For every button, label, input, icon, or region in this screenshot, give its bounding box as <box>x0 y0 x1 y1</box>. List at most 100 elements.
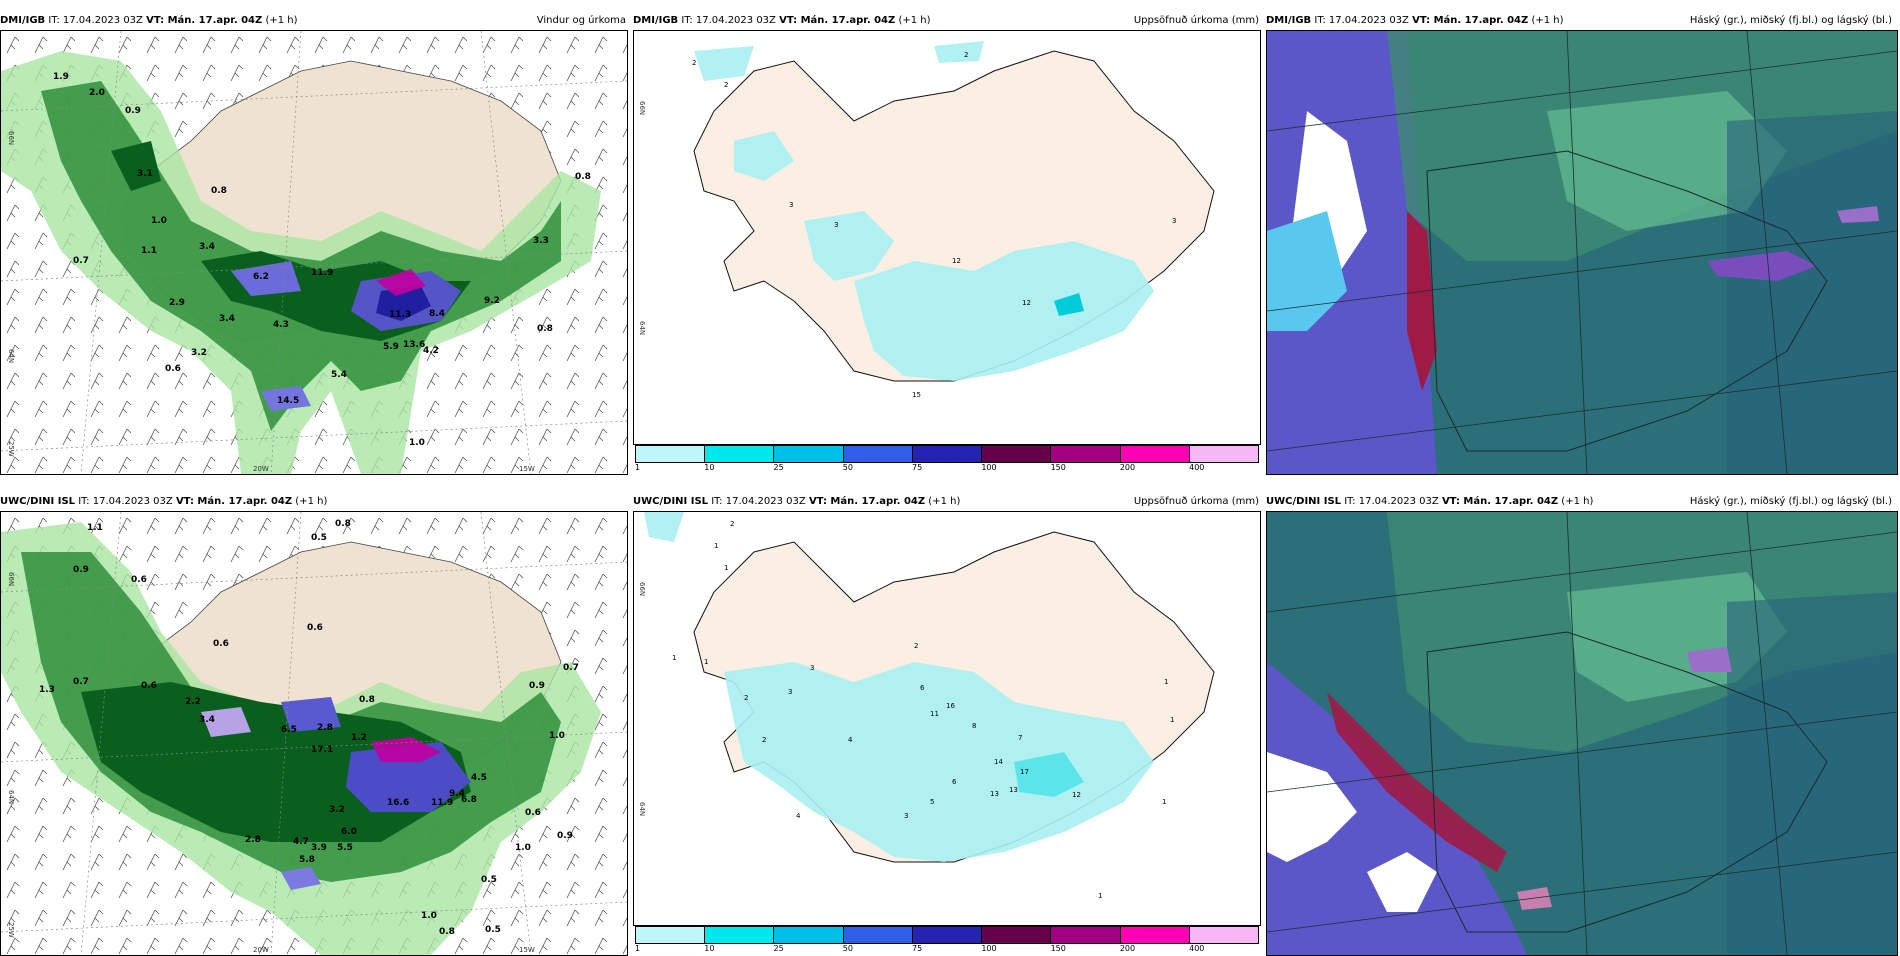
wind-label: 2.8 <box>245 835 261 845</box>
colorbar-segment <box>1051 446 1121 462</box>
colorbar-ticks: 1 10 25 50 75 100 150 200 400 <box>635 944 1259 956</box>
panel-dmi-cloud: DMI/IGB IT: 17.04.2023 03Z VT: Mán. 17.a… <box>1266 12 1898 475</box>
wind-label: 6.0 <box>341 827 357 837</box>
panel-header: DMI/IGB IT: 17.04.2023 03Z VT: Mán. 17.a… <box>0 12 628 30</box>
colorbar-segment <box>1189 927 1258 943</box>
colorbar-tick: 200 <box>1119 944 1136 953</box>
cloud-map[interactable] <box>1266 511 1898 956</box>
wind-label: 0.7 <box>73 677 89 687</box>
svg-text:64N: 64N <box>7 349 15 363</box>
wind-label: 8.4 <box>429 309 445 319</box>
precip-label: 1 <box>704 658 708 666</box>
precip-label: 2 <box>914 642 918 650</box>
colorbar-tick: 100 <box>981 944 997 953</box>
colorbar-segment <box>774 446 844 462</box>
colorbar-tick: 1 <box>635 944 641 953</box>
colorbar-segment <box>774 927 844 943</box>
wind-label: 2.0 <box>89 88 105 98</box>
colorbar-segment <box>1120 927 1190 943</box>
wind-label: 0.7 <box>73 256 89 266</box>
colorbar-tick: 50 <box>842 944 853 953</box>
wind-label: 11.9 <box>311 268 333 278</box>
panel-title: Uppsöfnuð úrkoma (mm) <box>1133 15 1259 26</box>
wind-label: 0.8 <box>335 519 351 529</box>
precip-label: 6 <box>952 778 957 786</box>
wind-label: 0.5 <box>311 533 327 543</box>
wind-label: 1.0 <box>421 911 437 921</box>
wind-label: 1.9 <box>53 72 69 82</box>
colorbar-tick: 25 <box>773 463 784 472</box>
cloud-map-svg <box>1267 31 1897 474</box>
wind-label: 0.6 <box>213 639 229 649</box>
wind-label: 3.1 <box>137 169 153 179</box>
precip-label: 14 <box>994 758 1003 766</box>
svg-text:25W: 25W <box>7 922 15 938</box>
wind-label: 3.2 <box>329 805 345 815</box>
precip-label: 1 <box>672 654 676 662</box>
wind-label: 3.4 <box>199 242 215 252</box>
wind-label: 0.9 <box>529 681 545 691</box>
wind-label: 5.8 <box>299 855 315 865</box>
panel-title: Vindur og úrkoma <box>536 15 626 26</box>
colorbar-tick: 10 <box>704 463 715 472</box>
colorbar-segment <box>912 927 983 943</box>
precip-colorbar <box>635 445 1259 463</box>
colorbar-segment <box>1120 446 1190 462</box>
wind-label: 1.1 <box>87 523 103 533</box>
wind-label: 4.3 <box>273 320 289 330</box>
colorbar-segment <box>982 446 1052 462</box>
wind-label: 9.2 <box>484 296 500 306</box>
precip-map[interactable]: 2 2 2 3 3 12 12 15 3 66N 64N <box>633 30 1261 445</box>
wind-label: 11.9 <box>431 798 453 808</box>
wind-label: 1.0 <box>549 731 565 741</box>
wind-label: 0.9 <box>73 565 89 575</box>
svg-text:25W: 25W <box>7 441 15 457</box>
precip-label: 1 <box>1170 716 1174 724</box>
colorbar-segment <box>636 446 706 462</box>
wind-label: 1.1 <box>141 246 157 256</box>
wind-map[interactable]: 1.9 2.0 0.9 3.1 0.8 1.0 1.1 3.4 0.7 2.9 … <box>0 30 628 475</box>
precip-label: 1 <box>1162 798 1166 806</box>
precip-label: 4 <box>796 812 801 820</box>
panel-uwc-precip: UWC/DINI ISL IT: 17.04.2023 03Z VT: Mán.… <box>633 493 1261 953</box>
colorbar-tick: 75 <box>912 463 923 472</box>
colorbar-ticks: 1 10 25 50 75 100 150 200 400 <box>635 463 1259 475</box>
wind-label: 0.8 <box>211 186 227 196</box>
wind-label: 0.9 <box>125 106 141 116</box>
wind-label: 2.9 <box>169 298 185 308</box>
wind-map[interactable]: 0.8 0.5 1.1 0.9 0.6 0.6 0.6 1.3 0.7 0.6 … <box>0 511 628 956</box>
svg-text:20W: 20W <box>253 946 269 954</box>
precip-value-labels: 2 2 2 3 3 12 12 15 3 <box>692 51 1176 399</box>
precip-map[interactable]: 2 1 1 1 1 2 3 2 3 4 2 6 16 11 13 12 17 1… <box>633 511 1261 926</box>
wind-label: 1.0 <box>409 438 425 448</box>
wind-value-labels: 0.8 0.5 1.1 0.9 0.6 0.6 0.6 1.3 0.7 0.6 … <box>39 519 579 937</box>
colorbar-tick: 75 <box>912 944 923 953</box>
wind-label: 3.3 <box>533 236 549 246</box>
precip-label: 2 <box>724 81 728 89</box>
wind-label: 6.5 <box>281 725 297 735</box>
colorbar-segment <box>982 927 1052 943</box>
wind-label: 3.2 <box>191 348 207 358</box>
precip-label: 1 <box>714 542 718 550</box>
colorbar-tick: 150 <box>1050 944 1066 953</box>
colorbar-tick: 100 <box>981 463 997 472</box>
svg-text:64N: 64N <box>7 790 15 804</box>
precip-label: 1 <box>1098 892 1102 900</box>
precip-label: 13 <box>990 790 999 798</box>
svg-text:64N: 64N <box>638 802 646 816</box>
wind-label: 2.2 <box>185 697 201 707</box>
cloud-map[interactable] <box>1266 30 1898 475</box>
wind-label: 1.0 <box>515 843 531 853</box>
colorbar-tick: 400 <box>1189 463 1205 472</box>
wind-label: 0.6 <box>165 364 181 374</box>
precip-label: 1 <box>1164 678 1168 686</box>
wind-label: 0.5 <box>481 875 497 885</box>
wind-label: 0.6 <box>131 575 147 585</box>
colorbar-segment <box>705 446 775 462</box>
colorbar-tick: 25 <box>773 944 784 953</box>
wind-label: 17.1 <box>311 745 333 755</box>
wind-label: 0.8 <box>439 927 455 937</box>
colorbar-tick: 50 <box>842 463 853 472</box>
wind-label: 3.4 <box>219 314 235 324</box>
svg-text:66N: 66N <box>638 101 646 115</box>
